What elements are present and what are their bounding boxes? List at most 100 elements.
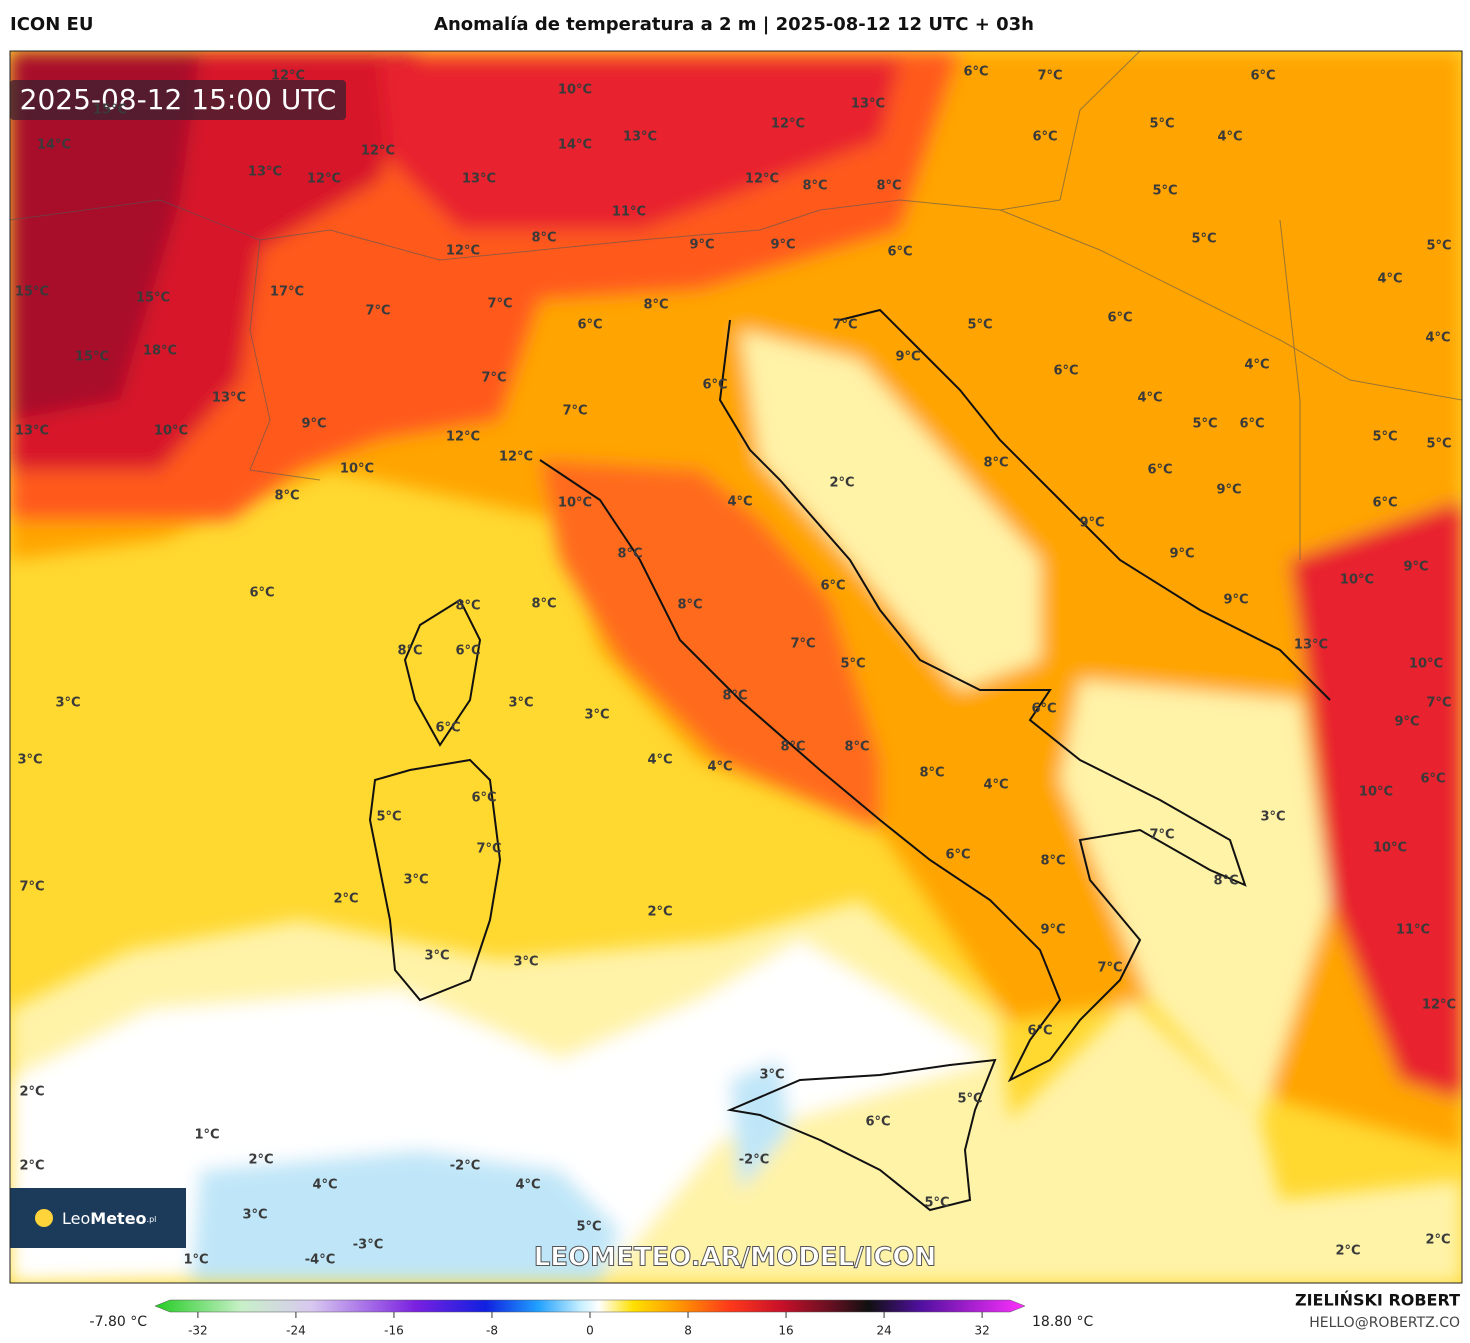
temperature-label: 6°C <box>963 65 988 80</box>
temperature-label: 5°C <box>1192 417 1217 432</box>
temperature-label: 7°C <box>790 637 815 652</box>
temperature-label: 2°C <box>829 476 854 491</box>
temperature-label: 12°C <box>1422 998 1456 1013</box>
temperature-label: 6°C <box>865 1115 890 1130</box>
temperature-label: 4°C <box>1425 331 1450 346</box>
temperature-label: 5°C <box>1372 430 1397 445</box>
temperature-label: 6°C <box>1147 463 1172 478</box>
temperature-label: 6°C <box>1027 1024 1052 1039</box>
temperature-label: 3°C <box>508 696 533 711</box>
temperature-label: 18°C <box>143 344 177 359</box>
credit-name: ZIELIŃSKI ROBERT <box>1295 1291 1460 1310</box>
logo-suffix: .pl <box>147 1215 157 1224</box>
temperature-label: 5°C <box>924 1196 949 1211</box>
temperature-label: 3°C <box>403 873 428 888</box>
temperature-label: 8°C <box>677 598 702 613</box>
map: 2025-08-12 15:00 UTC 12°C 10°C 13°C 6°C 7°C 6… <box>10 51 1462 1283</box>
temperature-label: 14°C <box>558 138 592 153</box>
temperature-label: 8°C <box>876 179 901 194</box>
temperature-label: 13°C <box>15 424 49 439</box>
temperature-label: 15°C <box>136 291 170 306</box>
temperature-labels: 12°C 10°C 13°C 6°C 7°C 6°C 15°C 14°C 14°C 13°C 12°… <box>15 65 1456 1268</box>
temperature-label: 9°C <box>301 417 326 432</box>
colorbar-tick-label: -8 <box>486 1324 498 1338</box>
temperature-label: 4°C <box>983 778 1008 793</box>
temperature-label: 8°C <box>722 689 747 704</box>
temperature-label: 7°C <box>1037 69 1062 84</box>
colorbar-tick-label: -16 <box>384 1324 404 1338</box>
temperature-label: 4°C <box>515 1178 540 1193</box>
temperature-label: 5°C <box>967 318 992 333</box>
temperature-label: 7°C <box>481 371 506 386</box>
temperature-label: 5°C <box>1426 239 1451 254</box>
temperature-label: 13°C <box>212 391 246 406</box>
temperature-label: 3°C <box>584 708 609 723</box>
colorbar <box>154 1299 1026 1313</box>
temperature-label: 6°C <box>249 586 274 601</box>
temperature-label: 12°C <box>771 117 805 132</box>
temperature-label: 12°C <box>446 430 480 445</box>
temperature-label: 7°C <box>562 404 587 419</box>
temperature-label: 7°C <box>1426 696 1451 711</box>
temperature-label: 17°C <box>270 285 304 300</box>
temperature-label: 12°C <box>499 450 533 465</box>
temperature-label: 3°C <box>424 949 449 964</box>
temperature-label: 2°C <box>647 905 672 920</box>
temperature-label: 8°C <box>617 547 642 562</box>
temperature-label: 4°C <box>1377 272 1402 287</box>
temperature-label: 15°C <box>15 285 49 300</box>
temperature-label: 10°C <box>558 83 592 98</box>
temperature-label: 3°C <box>759 1068 784 1083</box>
temperature-label: 8°C <box>983 456 1008 471</box>
map-frame <box>9 50 1463 1284</box>
temperature-label: 9°C <box>1403 560 1428 575</box>
temperature-label: 9°C <box>689 238 714 253</box>
temperature-label: 14°C <box>37 138 71 153</box>
temperature-label: 8°C <box>455 599 480 614</box>
temperature-label: 6°C <box>435 721 460 736</box>
model-name: ICON EU <box>10 14 93 35</box>
colorbar-tick-label: 16 <box>778 1324 793 1338</box>
temperature-label: 12°C <box>745 172 779 187</box>
temperature-label: 8°C <box>1040 854 1065 869</box>
temperature-label: 9°C <box>1216 483 1241 498</box>
temperature-label: 4°C <box>647 753 672 768</box>
temperature-label: 10°C <box>1373 841 1407 856</box>
temperature-label: 12°C <box>446 244 480 259</box>
temperature-label: 9°C <box>1394 715 1419 730</box>
temperature-label: 5°C <box>576 1220 601 1235</box>
temperature-label: 5°C <box>840 657 865 672</box>
colorbar-max: 18.80 °C <box>1032 1314 1094 1330</box>
colorbar-tick-label: 24 <box>876 1324 891 1338</box>
temperature-label: 12°C <box>271 69 305 84</box>
temperature-label: 6°C <box>820 579 845 594</box>
temperature-label: 3°C <box>242 1208 267 1223</box>
temperature-label: 11°C <box>1396 923 1430 938</box>
temperature-label: 10°C <box>1409 657 1443 672</box>
temperature-label: 7°C <box>365 304 390 319</box>
temperature-label: -4°C <box>305 1253 335 1268</box>
temperature-label: 5°C <box>1152 184 1177 199</box>
temperature-label: 13°C <box>462 172 496 187</box>
temperature-label: 10°C <box>154 424 188 439</box>
temperature-label: 7°C <box>832 318 857 333</box>
temperature-label: 9°C <box>895 350 920 365</box>
temperature-label: 5°C <box>1191 232 1216 247</box>
temperature-label: 8°C <box>274 489 299 504</box>
watermark: LEOMETEO.AR/MODEL/ICON <box>534 1243 937 1273</box>
temperature-label: 10°C <box>1340 573 1374 588</box>
colorbar-tick-label: -32 <box>188 1324 208 1338</box>
temperature-label: 8°C <box>397 644 422 659</box>
temperature-label: 6°C <box>455 644 480 659</box>
temperature-label: 8°C <box>531 231 556 246</box>
temperature-label: 9°C <box>1040 923 1065 938</box>
temperature-label: 3°C <box>513 955 538 970</box>
temperature-label: 12°C <box>361 144 395 159</box>
temperature-label: 8°C <box>643 298 668 313</box>
temperature-label: 5°C <box>957 1092 982 1107</box>
temperature-label: 1°C <box>183 1253 208 1268</box>
temperature-label: 13°C <box>623 130 657 145</box>
temperature-label: 6°C <box>702 378 727 393</box>
temperature-label: 3°C <box>55 696 80 711</box>
temperature-label: 5°C <box>1426 437 1451 452</box>
